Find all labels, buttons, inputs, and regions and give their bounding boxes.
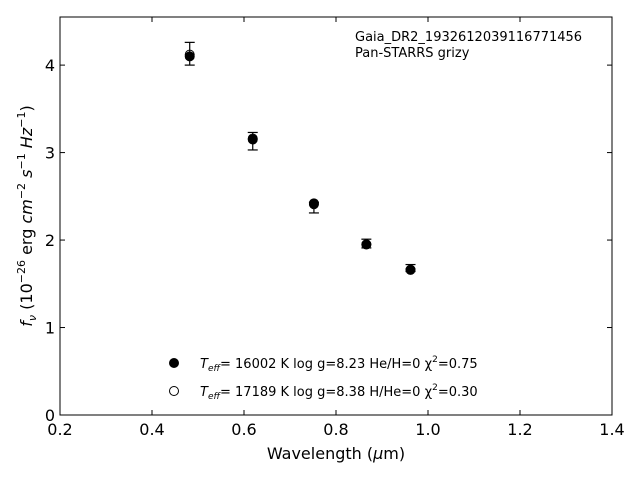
legend-marker-open — [169, 386, 179, 396]
x-tick-label: 0.6 — [231, 420, 256, 439]
x-tick-label: 0.2 — [47, 420, 72, 439]
x-tick-label: 0.8 — [323, 420, 348, 439]
y-tick-label: 3 — [45, 144, 55, 163]
annotation-source: Gaia_DR2_1932612039116771456 — [355, 30, 582, 45]
y-axis: 0 1 2 3 4 — [45, 56, 612, 425]
x-tick-label: 1.0 — [415, 420, 440, 439]
x-axis-label: Wavelength (μm) — [267, 444, 405, 463]
model-point-open — [405, 264, 416, 275]
y-tick-label: 0 — [45, 406, 55, 425]
legend-marker-filled — [169, 358, 179, 368]
x-tick-label: 1.2 — [507, 420, 532, 439]
x-tick-label: 1.4 — [599, 420, 624, 439]
x-tick-label: 0.4 — [139, 420, 164, 439]
annotation-survey: Pan-STARRS grizy — [355, 46, 470, 61]
y-tick-label: 1 — [45, 319, 55, 338]
model-point-open — [308, 199, 319, 210]
model-point-open — [184, 49, 195, 60]
y-tick-label: 4 — [45, 56, 55, 75]
model-point-open — [247, 133, 258, 144]
legend-entry-1: Teff= 16002 K log g=8.23 He/H=0 χ2=0.75 — [200, 355, 478, 374]
legend-entry-2: Teff= 17189 K log g=8.38 H/He=0 χ2=0.30 — [200, 383, 478, 402]
legend: Teff= 16002 K log g=8.23 He/H=0 χ2=0.75 … — [169, 355, 478, 402]
model-point-open — [361, 239, 372, 250]
x-axis: 0.2 0.4 0.6 0.8 1.0 1.2 1.4 — [47, 17, 625, 439]
y-axis-label: fν (10−26 erg cm−2 s−1 Hz−1) — [15, 105, 39, 326]
y-tick-label: 2 — [45, 231, 55, 250]
plot-frame — [59, 16, 613, 416]
data-points — [184, 41, 416, 275]
